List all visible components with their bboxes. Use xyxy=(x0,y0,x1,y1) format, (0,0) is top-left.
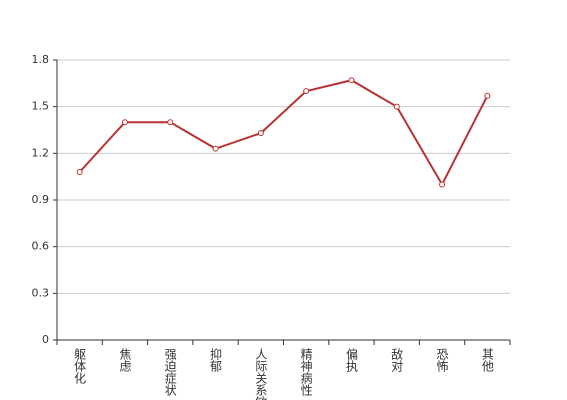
x-tick-label: 偏执 xyxy=(344,347,358,373)
point xyxy=(439,181,446,188)
x-tick-label: 敌对 xyxy=(390,347,404,372)
x-tick-label: 人际关系敏感 xyxy=(254,348,268,400)
series-line xyxy=(78,79,489,187)
point xyxy=(167,119,174,126)
point xyxy=(257,130,264,137)
y-tick-label: 0.9 xyxy=(32,193,50,206)
x-tick-label: 躯体化 xyxy=(73,347,87,385)
point xyxy=(393,103,400,110)
point xyxy=(484,92,491,99)
y-tick-label: 0.3 xyxy=(32,286,50,299)
y-tick-label: 1.2 xyxy=(32,146,50,159)
x-tick-label: 强迫症状 xyxy=(163,348,177,396)
point xyxy=(76,169,83,175)
point xyxy=(212,145,219,152)
x-tick-label: 其他 xyxy=(480,348,494,372)
y-tick-label: 1.5 xyxy=(32,100,50,113)
x-tick-label: 焦虑 xyxy=(118,348,132,372)
point xyxy=(121,119,128,126)
x-tick-label: 恐怖 xyxy=(435,348,449,372)
x-tick-label: 抑郁 xyxy=(209,347,223,373)
y-tick-label: 0 xyxy=(42,333,49,346)
y-tick-label: 0.6 xyxy=(32,240,50,253)
y-tick-label: 1.8 xyxy=(32,53,50,66)
point xyxy=(303,88,310,95)
x-tick-label: 精神病性 xyxy=(299,348,313,397)
point xyxy=(348,77,355,84)
